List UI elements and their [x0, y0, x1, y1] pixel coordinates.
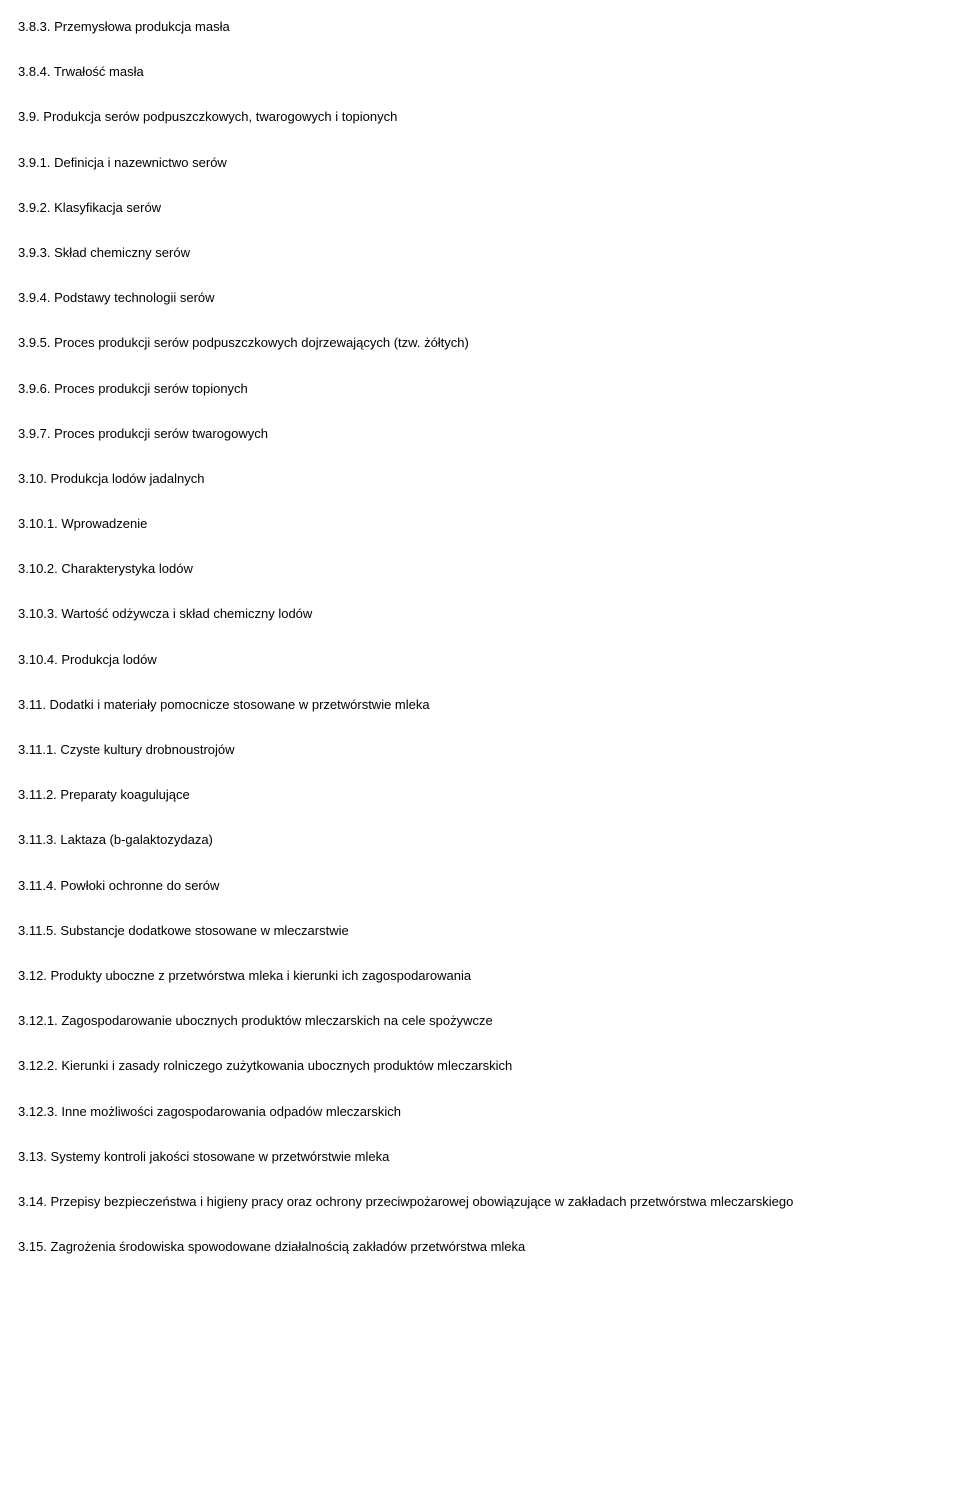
toc-entry: 3.9.1. Definicja i nazewnictwo serów: [18, 154, 942, 172]
toc-entry: 3.11.2. Preparaty koagulujące: [18, 786, 942, 804]
toc-entry: 3.12. Produkty uboczne z przetwórstwa ml…: [18, 967, 942, 985]
toc-entry: 3.13. Systemy kontroli jakości stosowane…: [18, 1148, 942, 1166]
toc-entry: 3.10. Produkcja lodów jadalnych: [18, 470, 942, 488]
toc-entry: 3.10.2. Charakterystyka lodów: [18, 560, 942, 578]
toc-entry: 3.9. Produkcja serów podpuszczkowych, tw…: [18, 108, 942, 126]
toc-entry: 3.10.1. Wprowadzenie: [18, 515, 942, 533]
toc-entry: 3.12.1. Zagospodarowanie ubocznych produ…: [18, 1012, 942, 1030]
toc-entry: 3.9.3. Skład chemiczny serów: [18, 244, 942, 262]
toc-entry: 3.9.7. Proces produkcji serów twarogowyc…: [18, 425, 942, 443]
toc-entry: 3.12.2. Kierunki i zasady rolniczego zuż…: [18, 1057, 942, 1075]
toc-entry: 3.11.5. Substancje dodatkowe stosowane w…: [18, 922, 942, 940]
toc-entry: 3.15. Zagrożenia środowiska spowodowane …: [18, 1238, 942, 1256]
toc-entry: 3.14. Przepisy bezpieczeństwa i higieny …: [18, 1193, 942, 1211]
toc-entry: 3.12.3. Inne możliwości zagospodarowania…: [18, 1103, 942, 1121]
toc-entry: 3.8.3. Przemysłowa produkcja masła: [18, 18, 942, 36]
toc-entry: 3.11.3. Laktaza (b-galaktozydaza): [18, 831, 942, 849]
toc-entry: 3.9.5. Proces produkcji serów podpuszczk…: [18, 334, 942, 352]
toc-entry: 3.9.6. Proces produkcji serów topionych: [18, 380, 942, 398]
toc-entry: 3.11.4. Powłoki ochronne do serów: [18, 877, 942, 895]
toc-entry: 3.11. Dodatki i materiały pomocnicze sto…: [18, 696, 942, 714]
toc-entry: 3.9.4. Podstawy technologii serów: [18, 289, 942, 307]
toc-entry: 3.11.1. Czyste kultury drobnoustrojów: [18, 741, 942, 759]
toc-container: 3.8.3. Przemysłowa produkcja masła 3.8.4.…: [18, 18, 942, 1256]
toc-entry: 3.10.3. Wartość odżywcza i skład chemicz…: [18, 605, 942, 623]
toc-entry: 3.9.2. Klasyfikacja serów: [18, 199, 942, 217]
toc-entry: 3.8.4. Trwałość masła: [18, 63, 942, 81]
toc-entry: 3.10.4. Produkcja lodów: [18, 651, 942, 669]
